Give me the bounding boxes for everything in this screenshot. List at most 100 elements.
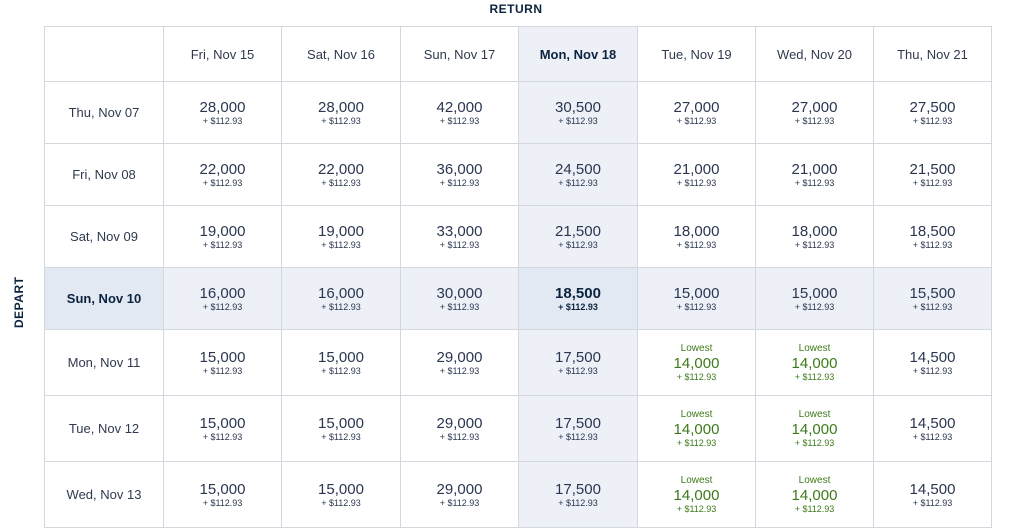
- depart-date-label: Wed, Nov 13: [66, 487, 142, 502]
- fare-cell[interactable]: 15,000 + $112.93: [164, 330, 282, 396]
- fare-cell[interactable]: 15,500 + $112.93: [874, 268, 992, 330]
- fare-cell[interactable]: 27,000 + $112.93: [638, 82, 756, 144]
- depart-date-header[interactable]: Thu, Nov 07: [45, 82, 164, 144]
- fare-cell[interactable]: Lowest 14,000 + $112.93: [756, 330, 874, 396]
- fare-cell[interactable]: Lowest 14,000 + $112.93: [756, 462, 874, 528]
- fare-cell[interactable]: 27,000 + $112.93: [756, 82, 874, 144]
- return-date-header[interactable]: Sat, Nov 16: [282, 27, 401, 82]
- fare-taxes: + $112.93: [676, 437, 717, 448]
- fare-cell[interactable]: 15,000 + $112.93: [282, 396, 401, 462]
- fare-cell[interactable]: 16,000 + $112.93: [282, 268, 401, 330]
- fare-cell[interactable]: 18,500 + $112.93: [519, 268, 638, 330]
- return-date-header[interactable]: Wed, Nov 20: [756, 27, 874, 82]
- fare-cell[interactable]: 42,000 + $112.93: [401, 82, 519, 144]
- fare-taxes: + $112.93: [676, 371, 717, 382]
- fare-cell[interactable]: 29,000 + $112.93: [401, 330, 519, 396]
- depart-date-label: Sun, Nov 10: [66, 291, 142, 306]
- fare-points: 21,500: [909, 160, 956, 178]
- fare-cell[interactable]: 15,000 + $112.93: [282, 462, 401, 528]
- fare-cell[interactable]: 36,000 + $112.93: [401, 144, 519, 206]
- return-date-label: Sun, Nov 17: [423, 46, 496, 62]
- fare-taxes: + $112.93: [202, 115, 243, 126]
- fare-cell[interactable]: 30,000 + $112.93: [401, 268, 519, 330]
- fare-cell[interactable]: 24,500 + $112.93: [519, 144, 638, 206]
- fare-cell[interactable]: 21,000 + $112.93: [756, 144, 874, 206]
- fare-cell[interactable]: 22,000 + $112.93: [164, 144, 282, 206]
- fare-cell[interactable]: 17,500 + $112.93: [519, 396, 638, 462]
- fare-cell[interactable]: 30,500 + $112.93: [519, 82, 638, 144]
- lowest-badge: Lowest: [680, 342, 713, 354]
- return-date-header[interactable]: Sun, Nov 17: [401, 27, 519, 82]
- fare-cell[interactable]: 19,000 + $112.93: [282, 206, 401, 268]
- fare-taxes: + $112.93: [439, 239, 480, 250]
- fare-points: 14,000: [673, 354, 720, 372]
- return-date-header[interactable]: Thu, Nov 21: [874, 27, 992, 82]
- fare-cell[interactable]: 27,500 + $112.93: [874, 82, 992, 144]
- fare-cell[interactable]: 21,500 + $112.93: [874, 144, 992, 206]
- fare-points: 15,500: [909, 284, 956, 302]
- fare-taxes: + $112.93: [202, 365, 243, 376]
- depart-date-header[interactable]: Sun, Nov 10: [45, 268, 164, 330]
- fare-points: 14,500: [909, 480, 956, 498]
- fare-cell[interactable]: 29,000 + $112.93: [401, 396, 519, 462]
- depart-date-header[interactable]: Sat, Nov 09: [45, 206, 164, 268]
- fare-points: 15,000: [199, 480, 246, 498]
- fare-points: 22,000: [318, 160, 364, 178]
- fare-points: 14,000: [673, 420, 720, 438]
- fare-cell[interactable]: 17,500 + $112.93: [519, 462, 638, 528]
- depart-date-label: Fri, Nov 08: [72, 167, 136, 182]
- fare-cell[interactable]: 21,500 + $112.93: [519, 206, 638, 268]
- fare-cell[interactable]: 15,000 + $112.93: [638, 268, 756, 330]
- fare-cell[interactable]: 29,000 + $112.93: [401, 462, 519, 528]
- fare-cell[interactable]: 18,500 + $112.93: [874, 206, 992, 268]
- fare-cell[interactable]: 33,000 + $112.93: [401, 206, 519, 268]
- fare-cell[interactable]: Lowest 14,000 + $112.93: [756, 396, 874, 462]
- fare-cell[interactable]: 28,000 + $112.93: [282, 82, 401, 144]
- fare-cell[interactable]: 15,000 + $112.93: [164, 396, 282, 462]
- depart-date-header[interactable]: Wed, Nov 13: [45, 462, 164, 528]
- fare-cell[interactable]: 19,000 + $112.93: [164, 206, 282, 268]
- fare-points: 15,000: [199, 348, 246, 366]
- fare-cell[interactable]: Lowest 14,000 + $112.93: [638, 396, 756, 462]
- fare-taxes: + $112.93: [202, 301, 243, 312]
- fare-taxes: + $112.93: [321, 497, 361, 508]
- return-date-header[interactable]: Mon, Nov 18: [519, 27, 638, 82]
- fare-cell[interactable]: 21,000 + $112.93: [638, 144, 756, 206]
- depart-date-header[interactable]: Tue, Nov 12: [45, 396, 164, 462]
- fare-points: 15,000: [673, 284, 720, 302]
- fare-cell[interactable]: 14,500 + $112.93: [874, 462, 992, 528]
- fare-calendar-grid: Fri, Nov 15 Sat, Nov 16 Sun, Nov 17 Mon, No…: [44, 26, 992, 528]
- depart-date-header[interactable]: Fri, Nov 08: [45, 144, 164, 206]
- fare-cell[interactable]: 16,000 + $112.93: [164, 268, 282, 330]
- fare-taxes: + $112.93: [676, 115, 717, 126]
- fare-cell[interactable]: 14,500 + $112.93: [874, 330, 992, 396]
- fare-points: 19,000: [199, 222, 246, 240]
- fare-cell[interactable]: 22,000 + $112.93: [282, 144, 401, 206]
- fare-cell[interactable]: 15,000 + $112.93: [282, 330, 401, 396]
- fare-taxes: + $112.93: [912, 177, 953, 188]
- return-date-label: Fri, Nov 15: [190, 46, 255, 62]
- fare-cell[interactable]: 18,000 + $112.93: [756, 206, 874, 268]
- fare-taxes: + $112.93: [202, 431, 243, 442]
- fare-points: 14,000: [791, 486, 838, 504]
- depart-date-header[interactable]: Mon, Nov 11: [45, 330, 164, 396]
- depart-date-label: Sat, Nov 09: [70, 229, 138, 244]
- grid-corner: [45, 27, 164, 82]
- fare-points: 15,000: [199, 414, 246, 432]
- fare-cell[interactable]: 18,000 + $112.93: [638, 206, 756, 268]
- return-date-header[interactable]: Tue, Nov 19: [638, 27, 756, 82]
- fare-cell[interactable]: 17,500 + $112.93: [519, 330, 638, 396]
- fare-points: 36,000: [436, 160, 483, 178]
- fare-cell[interactable]: 15,000 + $112.93: [756, 268, 874, 330]
- fare-cell[interactable]: 15,000 + $112.93: [164, 462, 282, 528]
- lowest-badge: Lowest: [798, 342, 831, 354]
- fare-cell[interactable]: 28,000 + $112.93: [164, 82, 282, 144]
- fare-points: 14,000: [791, 420, 838, 438]
- fare-points: 17,500: [555, 348, 601, 366]
- fare-cell[interactable]: Lowest 14,000 + $112.93: [638, 462, 756, 528]
- fare-cell[interactable]: 14,500 + $112.93: [874, 396, 992, 462]
- return-date-header[interactable]: Fri, Nov 15: [164, 27, 282, 82]
- fare-taxes: + $112.93: [321, 177, 361, 188]
- fare-points: 21,000: [673, 160, 720, 178]
- fare-cell[interactable]: Lowest 14,000 + $112.93: [638, 330, 756, 396]
